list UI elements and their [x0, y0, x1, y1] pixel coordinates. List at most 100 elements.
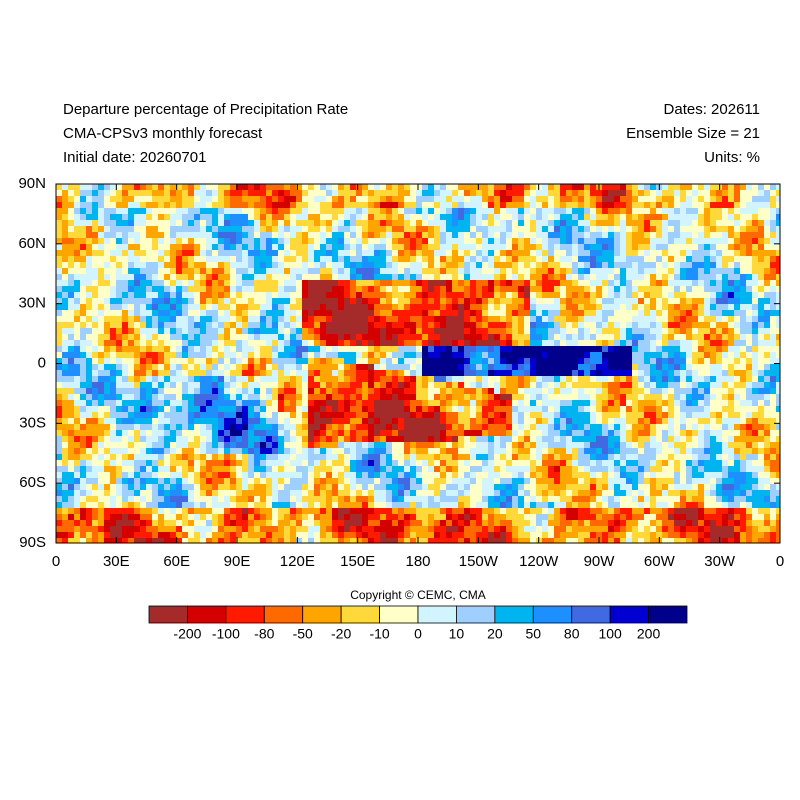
field-cell	[482, 286, 488, 292]
field-cell	[392, 352, 398, 358]
field-cell	[212, 274, 218, 280]
field-cell	[590, 298, 596, 304]
field-cell	[728, 292, 734, 298]
field-cell	[620, 370, 626, 376]
field-cell	[116, 346, 122, 352]
field-cell	[536, 382, 542, 388]
field-cell	[176, 340, 182, 346]
field-cell	[548, 364, 554, 370]
field-cell	[200, 226, 206, 232]
field-cell	[74, 304, 80, 310]
field-cell	[332, 244, 338, 250]
field-cell	[188, 310, 194, 316]
field-cell	[434, 418, 440, 424]
field-cell	[710, 382, 716, 388]
field-cell	[530, 364, 536, 370]
field-cell	[416, 262, 422, 268]
field-cell	[338, 364, 344, 370]
field-cell	[524, 232, 530, 238]
field-cell	[620, 238, 626, 244]
field-cell	[404, 298, 410, 304]
field-cell	[710, 286, 716, 292]
field-cell	[134, 400, 140, 406]
field-cell	[758, 418, 764, 424]
field-cell	[764, 268, 770, 274]
field-cell	[566, 412, 572, 418]
field-cell	[182, 388, 188, 394]
field-cell	[404, 376, 410, 382]
field-cell	[752, 256, 758, 262]
field-cell	[440, 214, 446, 220]
field-cell	[710, 190, 716, 196]
field-cell	[758, 238, 764, 244]
field-cell	[176, 406, 182, 412]
field-cell	[194, 274, 200, 280]
field-cell	[584, 334, 590, 340]
field-cell	[704, 388, 710, 394]
field-cell	[140, 322, 146, 328]
field-cell	[134, 256, 140, 262]
field-cell	[386, 232, 392, 238]
field-cell	[260, 244, 266, 250]
field-cell	[482, 304, 488, 310]
field-cell	[230, 286, 236, 292]
field-cell	[296, 424, 302, 430]
field-cell	[722, 190, 728, 196]
field-cell	[158, 340, 164, 346]
field-cell	[206, 370, 212, 376]
field-cell	[518, 256, 524, 262]
field-cell	[140, 298, 146, 304]
field-cell	[506, 214, 512, 220]
field-cell	[758, 364, 764, 370]
field-cell	[686, 370, 692, 376]
field-cell	[506, 370, 512, 376]
field-cell	[548, 334, 554, 340]
field-cell	[92, 358, 98, 364]
field-cell	[398, 340, 404, 346]
field-cell	[374, 394, 380, 400]
field-cell	[104, 202, 110, 208]
field-cell	[110, 202, 116, 208]
field-cell	[416, 214, 422, 220]
field-cell	[134, 244, 140, 250]
field-cell	[218, 244, 224, 250]
field-cell	[242, 346, 248, 352]
field-cell	[314, 292, 320, 298]
field-cell	[116, 292, 122, 298]
field-cell	[224, 244, 230, 250]
field-cell	[296, 214, 302, 220]
field-cell	[338, 334, 344, 340]
field-cell	[776, 358, 780, 364]
field-cell	[686, 388, 692, 394]
field-cell	[584, 292, 590, 298]
field-cell	[236, 388, 242, 394]
field-cell	[188, 370, 194, 376]
field-cell	[494, 316, 500, 322]
field-cell	[104, 316, 110, 322]
field-cell	[218, 238, 224, 244]
field-cell	[350, 310, 356, 316]
field-cell	[116, 412, 122, 418]
field-cell	[476, 328, 482, 334]
field-cell	[674, 400, 680, 406]
field-cell	[536, 310, 542, 316]
field-cell	[590, 304, 596, 310]
field-cell	[104, 250, 110, 256]
field-cell	[428, 220, 434, 226]
field-cell	[254, 250, 260, 256]
field-cell	[356, 412, 362, 418]
field-cell	[548, 262, 554, 268]
field-cell	[140, 238, 146, 244]
field-cell	[608, 232, 614, 238]
field-cell	[314, 352, 320, 358]
field-cell	[104, 208, 110, 214]
field-cell	[128, 208, 134, 214]
field-cell	[596, 250, 602, 256]
field-cell	[398, 304, 404, 310]
field-cell	[440, 400, 446, 406]
field-cell	[164, 190, 170, 196]
field-cell	[746, 196, 752, 202]
field-cell	[476, 304, 482, 310]
field-cell	[428, 202, 434, 208]
field-cell	[626, 358, 632, 364]
